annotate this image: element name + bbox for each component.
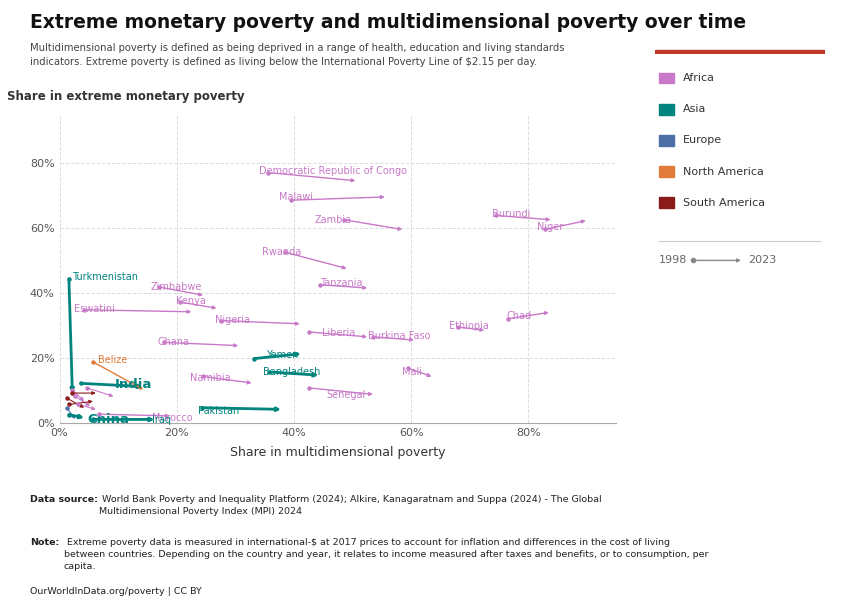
Text: Our World: Our World	[710, 17, 769, 26]
Text: Mali: Mali	[402, 367, 422, 377]
Text: Nigeria: Nigeria	[215, 314, 250, 325]
Text: Democratic Republic of Congo: Democratic Republic of Congo	[258, 166, 407, 176]
Text: North America: North America	[683, 167, 763, 176]
Text: OurWorldInData.org/poverty | CC BY: OurWorldInData.org/poverty | CC BY	[30, 587, 201, 596]
Text: Zambia: Zambia	[314, 215, 352, 225]
Text: Tanzania: Tanzania	[320, 278, 363, 288]
Text: Pakistan: Pakistan	[198, 406, 240, 416]
Text: World Bank Poverty and Inequality Platform (2024); Alkire, Kanagaratnam and Supp: World Bank Poverty and Inequality Platfo…	[99, 495, 602, 516]
Text: 2023: 2023	[748, 256, 776, 265]
Text: Bangladesh: Bangladesh	[264, 367, 320, 377]
X-axis label: Share in multidimensional poverty: Share in multidimensional poverty	[230, 446, 445, 459]
Text: Rwanda: Rwanda	[262, 247, 301, 257]
Text: Liberia: Liberia	[322, 328, 355, 338]
Text: in Data: in Data	[718, 32, 761, 42]
Text: Extreme monetary poverty and multidimensional poverty over time: Extreme monetary poverty and multidimens…	[30, 13, 746, 32]
Text: Africa: Africa	[683, 73, 715, 83]
Text: Yemen: Yemen	[266, 350, 298, 361]
Text: Asia: Asia	[683, 104, 706, 114]
Text: Burundi: Burundi	[492, 209, 530, 219]
Text: Senegal: Senegal	[326, 391, 366, 400]
Text: China: China	[88, 413, 130, 426]
Text: Note:: Note:	[30, 538, 59, 547]
Text: Extreme poverty data is measured in international-$ at 2017 prices to account fo: Extreme poverty data is measured in inte…	[64, 538, 708, 571]
Text: Iraq: Iraq	[152, 415, 171, 425]
Text: Eswatini: Eswatini	[74, 304, 115, 314]
Text: Multidimensional poverty is defined as being deprived in a range of health, educ: Multidimensional poverty is defined as b…	[30, 43, 564, 67]
Text: Kenya: Kenya	[176, 296, 206, 306]
Text: Ethiopia: Ethiopia	[450, 321, 489, 331]
Text: Europe: Europe	[683, 136, 722, 145]
Text: Belize: Belize	[98, 355, 127, 365]
Text: Morocco: Morocco	[152, 413, 193, 423]
Text: India: India	[116, 378, 152, 391]
Text: Burkina Faso: Burkina Faso	[368, 331, 431, 341]
Bar	[654, 50, 824, 54]
Text: Chad: Chad	[506, 311, 531, 322]
Text: Malawi: Malawi	[280, 192, 314, 202]
Text: Niger: Niger	[537, 222, 564, 232]
Text: 1998: 1998	[659, 256, 687, 265]
Text: South America: South America	[683, 198, 765, 208]
Text: Share in extreme monetary poverty: Share in extreme monetary poverty	[7, 90, 244, 103]
Text: Namibia: Namibia	[190, 373, 231, 383]
Text: Zimbabwe: Zimbabwe	[150, 282, 201, 292]
Text: Data source:: Data source:	[30, 495, 98, 504]
Text: Turkmenistan: Turkmenistan	[72, 272, 139, 281]
Text: Ghana: Ghana	[157, 337, 190, 347]
